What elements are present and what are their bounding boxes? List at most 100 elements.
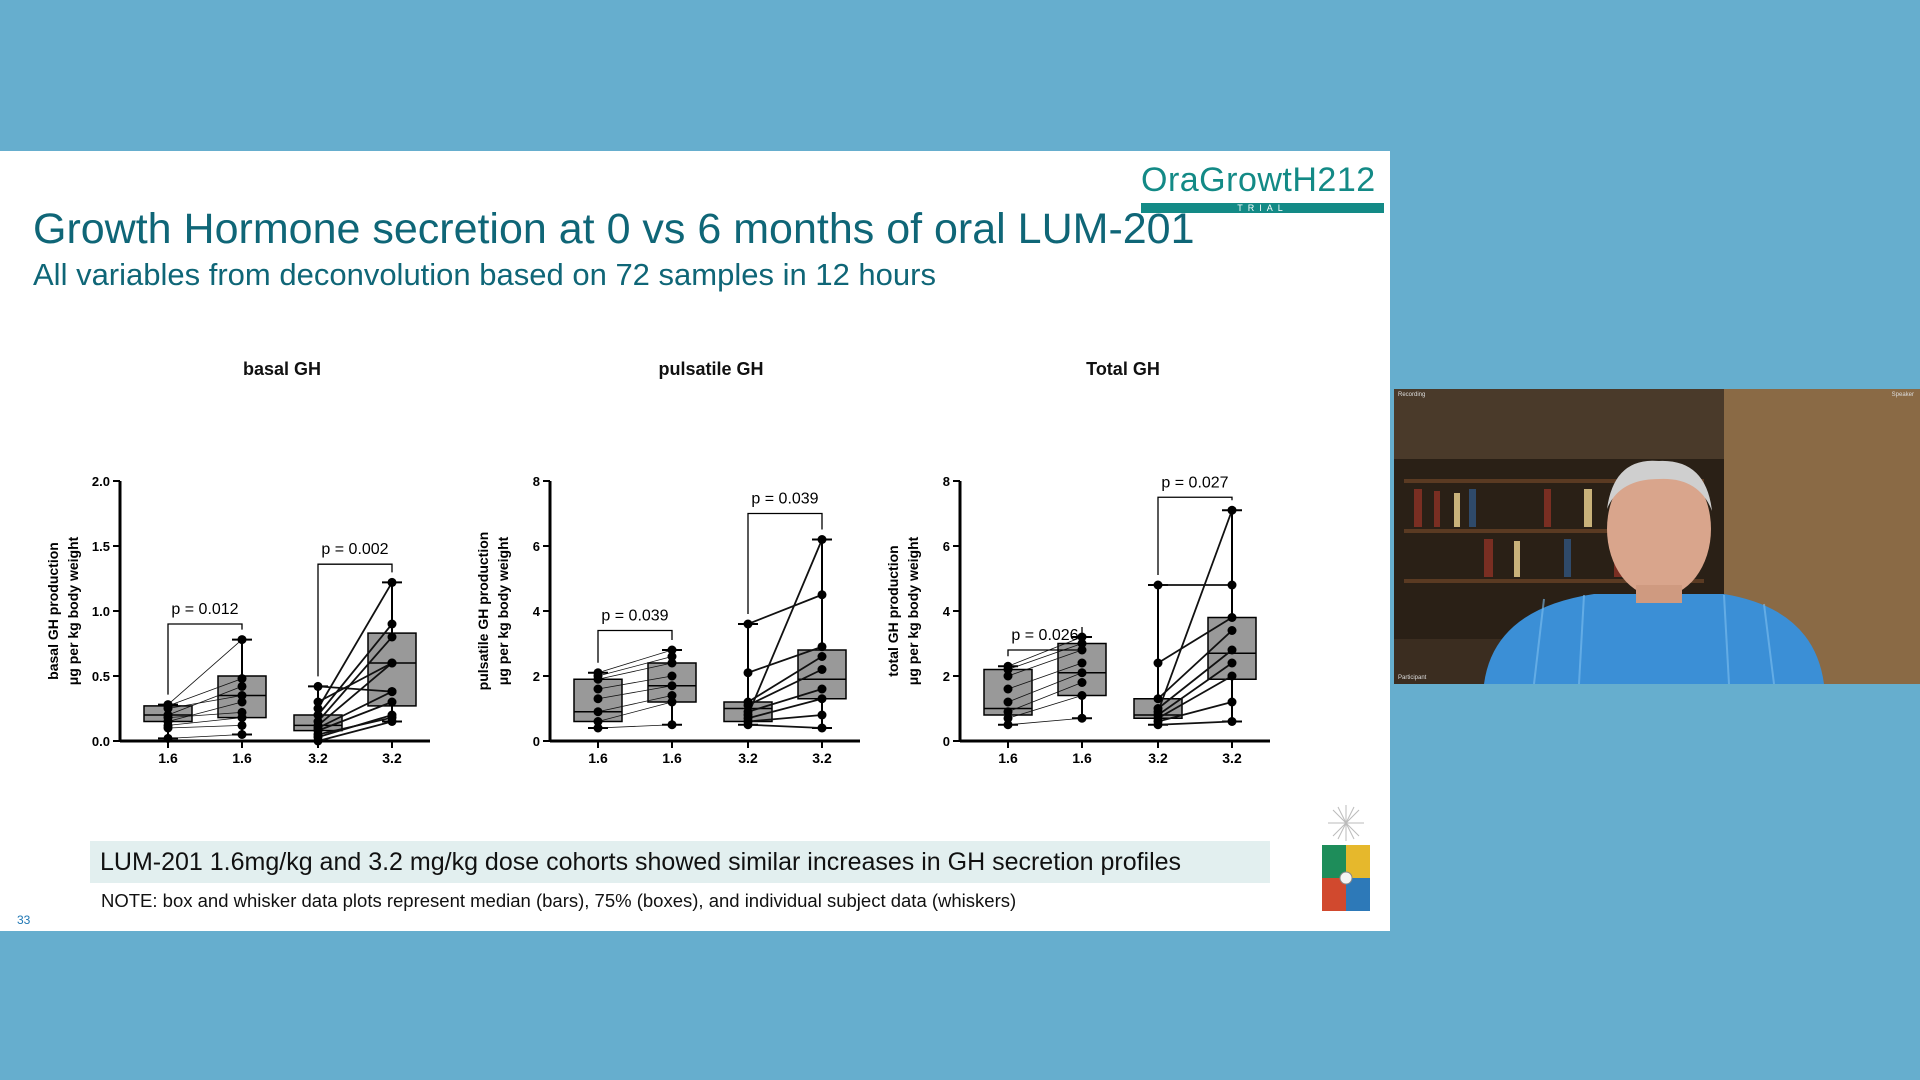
video-label-right: Speaker — [1891, 392, 1914, 398]
subject-pair-line — [167, 712, 243, 718]
subject-point-6mo — [237, 674, 247, 684]
subject-pair-line — [317, 714, 393, 738]
y-tick-label: 8 — [943, 474, 950, 489]
presentation-slide: Growth Hormone secretion at 0 vs 6 month… — [0, 151, 1390, 931]
subject-pair-line — [747, 539, 823, 716]
x-tick-label-dose: 3.2 — [738, 750, 758, 766]
subject-pair-line — [1007, 662, 1083, 690]
x-tick-label-time: baseline — [720, 768, 776, 771]
x-tick-label-time: baseline — [1130, 768, 1186, 771]
subject-point-6mo — [817, 710, 827, 720]
subject-point-6mo — [1077, 658, 1087, 668]
x-tick-label-time: 6 mo — [806, 768, 839, 771]
subject-point-baseline — [313, 732, 323, 742]
y-tick-label: 8 — [533, 474, 540, 489]
subject-point-baseline — [1003, 697, 1013, 707]
subject-pair-line — [747, 668, 823, 707]
subject-pair-line — [1007, 636, 1083, 667]
subject-point-6mo — [1077, 713, 1087, 723]
x-tick-label-dose: 3.2 — [1148, 750, 1168, 766]
subject-pair-line — [1157, 701, 1233, 723]
x-tick-label-dose: 1.6 — [232, 750, 252, 766]
subject-point-6mo — [817, 684, 827, 694]
subject-pair-line — [597, 656, 673, 677]
video-frame-image — [1394, 389, 1920, 684]
subject-pair-line — [167, 701, 243, 722]
subject-point-6mo — [237, 697, 247, 707]
x-tick-label-time: 6 mo — [1066, 768, 1099, 771]
subject-pair-line — [1007, 643, 1083, 670]
subject-point-6mo — [387, 687, 397, 697]
subject-point-baseline — [1153, 580, 1163, 590]
subject-pair-line — [317, 623, 393, 716]
webcam-video-feed[interactable]: Recording Speaker Participant — [1394, 389, 1920, 684]
subject-pair-line — [167, 717, 243, 726]
logo-tagline: TRIAL — [1141, 203, 1384, 213]
p-value-label: p = 0.002 — [321, 541, 388, 558]
subject-pair-line — [747, 723, 823, 729]
subject-point-baseline — [593, 717, 603, 726]
subject-pair-line — [597, 724, 673, 729]
y-tick-label: 4 — [943, 604, 951, 619]
subject-point-6mo — [667, 691, 677, 700]
x-tick-label-dose: 3.2 — [382, 750, 402, 766]
chart-title-total: Total GH — [1086, 359, 1160, 379]
p-value-label: p = 0.012 — [171, 601, 238, 618]
subject-pair-line — [747, 593, 823, 625]
subject-point-baseline — [593, 694, 603, 704]
subject-pair-line — [747, 688, 823, 713]
comparison-bracket — [1157, 496, 1233, 575]
subject-point-baseline — [313, 704, 323, 713]
comparison-bracket — [747, 512, 823, 614]
subject-point-6mo — [817, 535, 827, 544]
subject-pair-line — [597, 685, 673, 700]
y-axis-label-units: μg per kg body weight — [905, 536, 921, 685]
subject-pair-line — [1007, 672, 1083, 703]
subject-point-baseline — [313, 681, 323, 691]
y-tick-label: 0 — [943, 734, 950, 749]
subject-point-baseline — [163, 710, 173, 720]
x-tick-label-time: 6 mo — [376, 768, 409, 771]
subject-point-baseline — [1003, 684, 1013, 694]
subject-point-6mo — [1077, 668, 1087, 678]
subject-pair-line — [747, 645, 823, 674]
subject-point-6mo — [1227, 671, 1237, 681]
chart-title-pulsatile: pulsatile GH — [658, 359, 764, 379]
subject-pair-line — [1157, 629, 1233, 700]
subject-point-6mo — [237, 681, 247, 691]
p-value-label: p = 0.039 — [601, 608, 668, 625]
subject-point-baseline — [593, 707, 603, 717]
footnote: NOTE: box and whisker data plots represe… — [101, 890, 1017, 911]
total-gh-chart: total GH production μg per kg body weight… — [885, 474, 1270, 771]
subject-point-baseline — [1003, 661, 1013, 671]
y-tick-label: 6 — [943, 539, 950, 554]
subject-point-baseline — [163, 720, 173, 730]
y-tick-label: 2.0 — [92, 474, 110, 489]
subject-pair-line — [597, 649, 673, 674]
subject-point-6mo — [817, 642, 827, 652]
y-tick-label: 6 — [533, 539, 540, 554]
subject-point-6mo — [817, 665, 827, 674]
x-tick-label-dose: 3.2 — [812, 750, 832, 766]
subject-point-baseline — [1003, 720, 1013, 730]
subject-pair-line — [1157, 662, 1233, 716]
x-tick-label-time: baseline — [980, 768, 1036, 771]
subject-point-6mo — [387, 697, 397, 707]
subject-pair-line — [167, 734, 243, 739]
y-axis-label-units: μg per kg body weight — [65, 536, 81, 685]
subject-pair-line — [1157, 675, 1233, 720]
basal-gh-chart: basal GH production μg per kg body weight… — [45, 474, 430, 771]
subject-point-6mo — [817, 694, 827, 704]
x-tick-label-time: baseline — [140, 768, 196, 771]
slide-title: Growth Hormone secretion at 0 vs 6 month… — [33, 205, 1195, 253]
subject-pair-line — [1007, 695, 1083, 719]
y-axis-label: pulsatile GH production — [475, 532, 491, 691]
comparison-bracket — [167, 623, 243, 695]
x-tick-label-time: 6 mo — [1216, 768, 1249, 771]
y-tick-label: 2 — [943, 669, 950, 684]
subject-pair-line — [167, 686, 243, 716]
subject-point-6mo — [237, 635, 247, 645]
x-tick-label-dose: 3.2 — [308, 750, 328, 766]
subject-point-baseline — [593, 723, 603, 733]
subject-point-6mo — [667, 681, 677, 691]
